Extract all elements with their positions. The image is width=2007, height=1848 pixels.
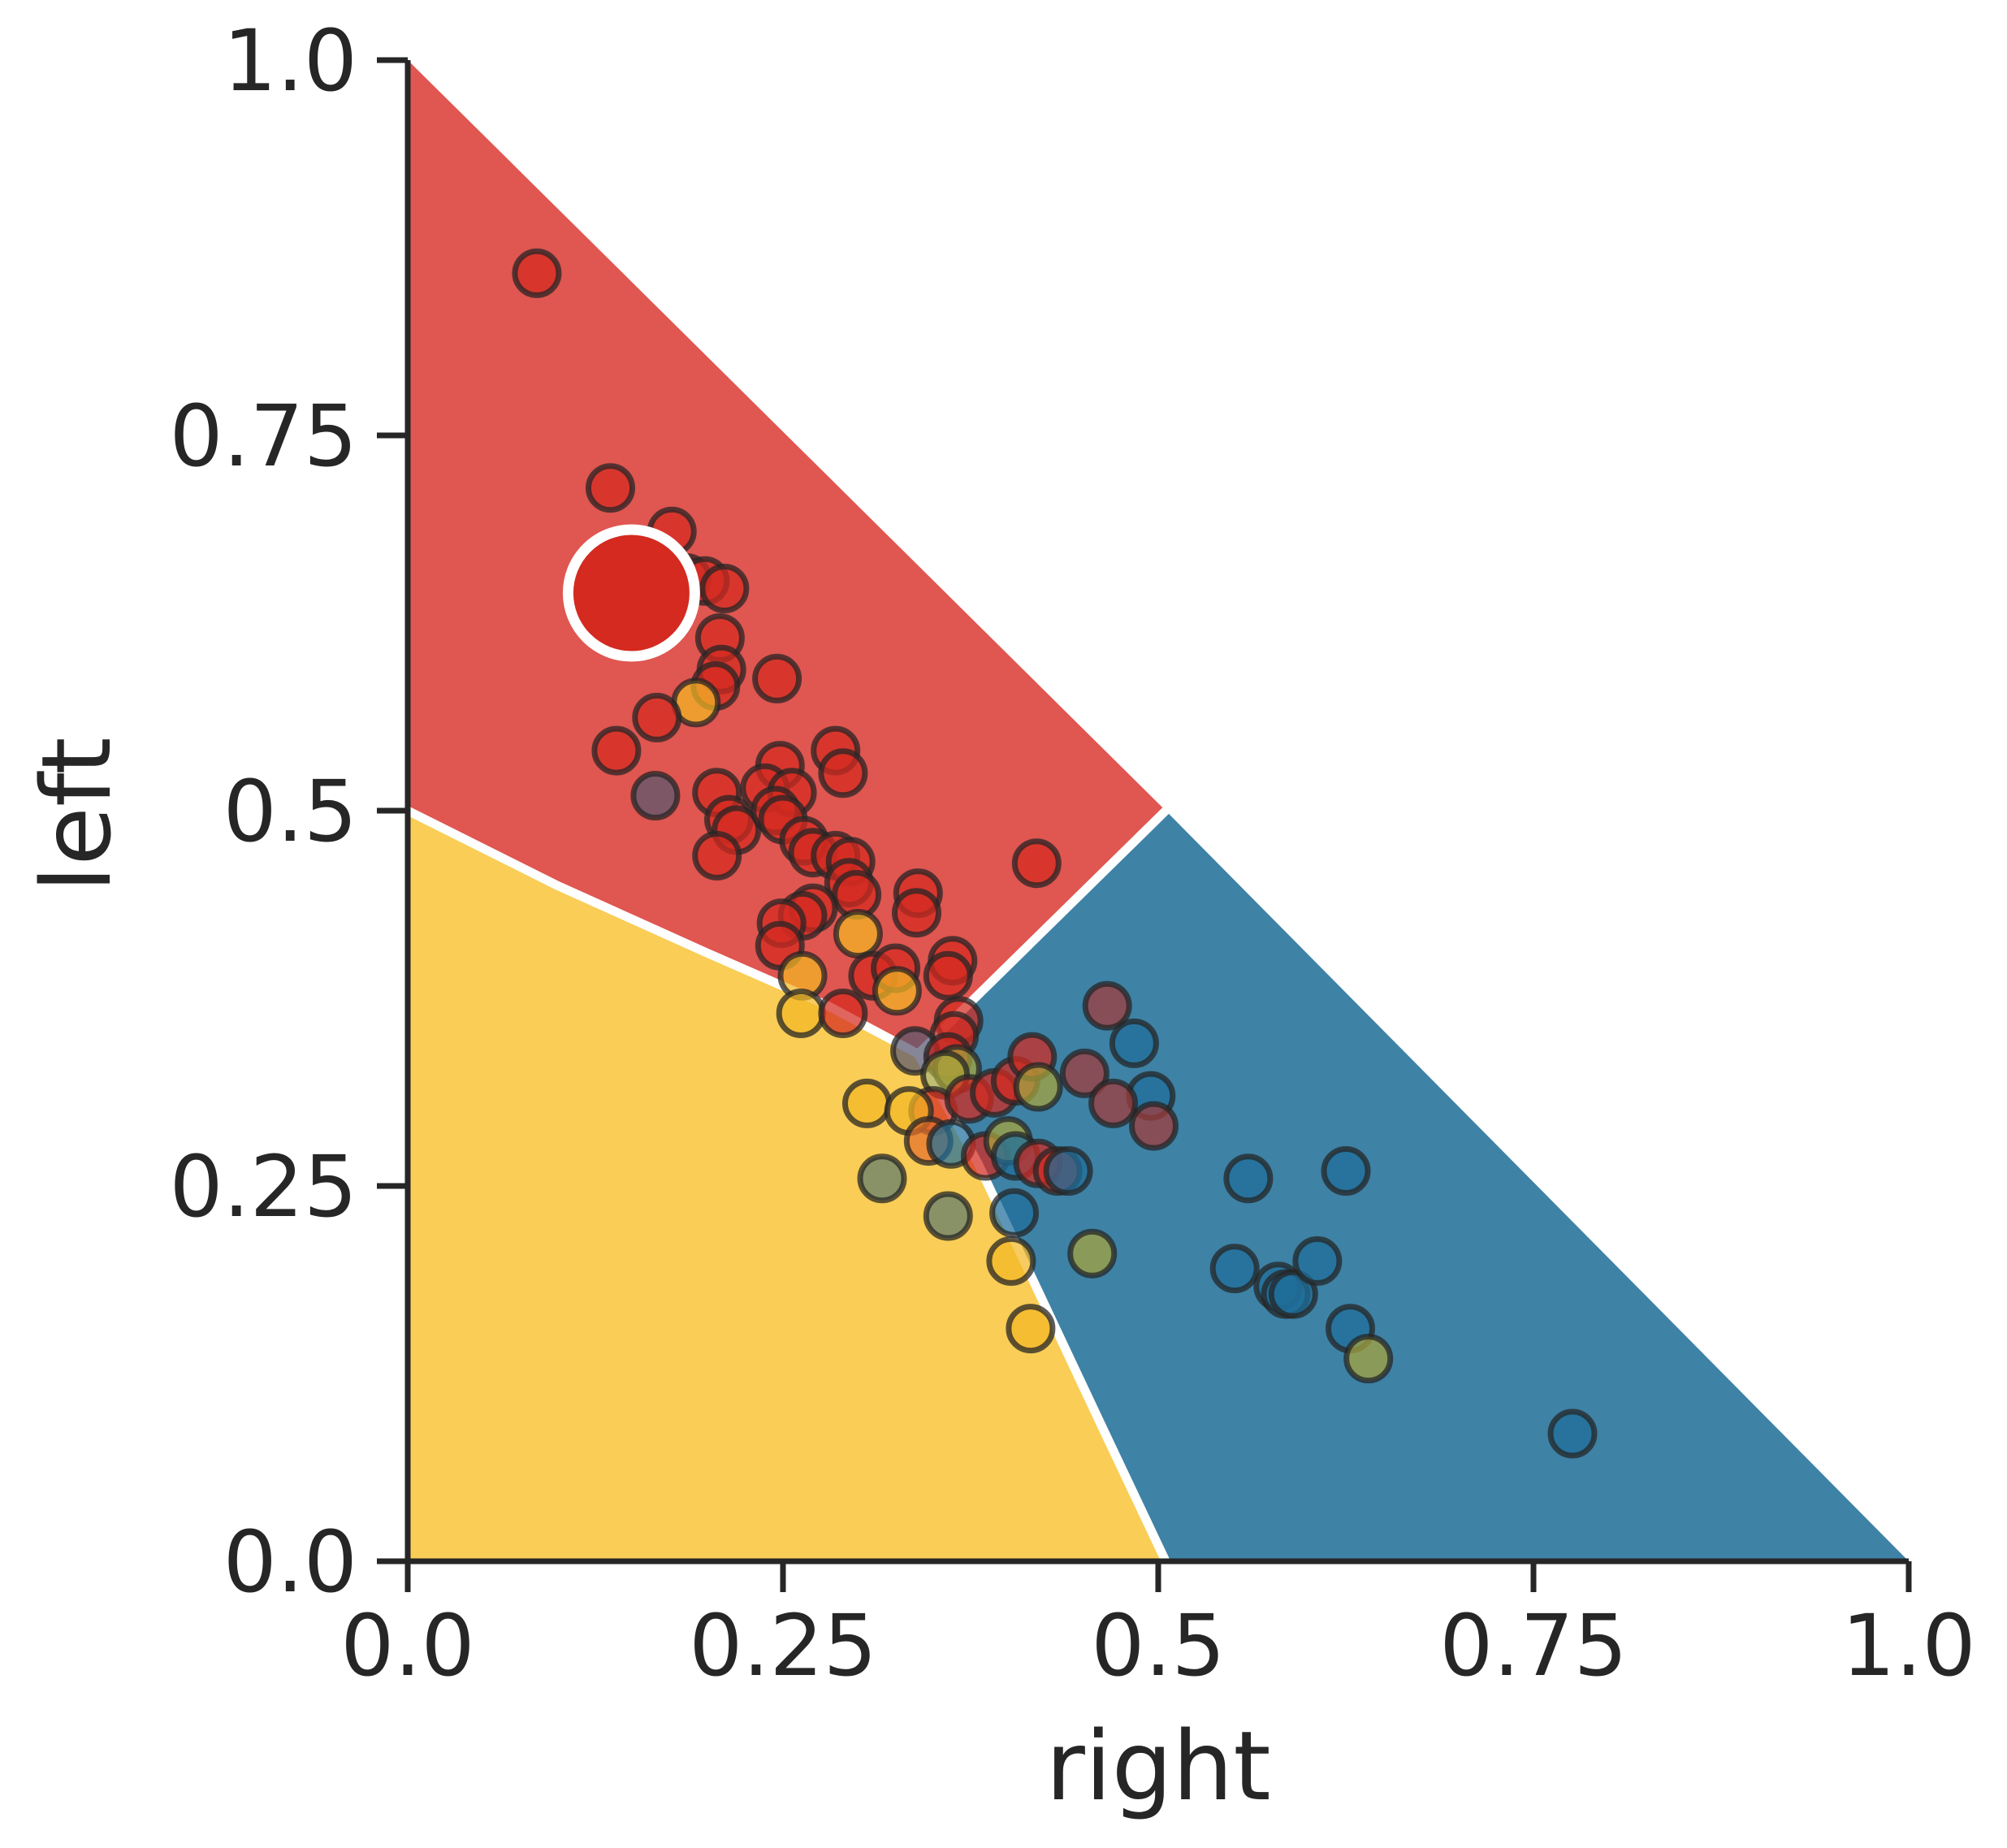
axes-layer: 0.0 0.25 0.5 0.75 1.0 0.0 0.25 0.5 0.75 1.0 [169,11,1975,1695]
data-point [591,725,642,776]
y-axis-title: left [20,737,132,892]
data-point [630,771,681,820]
data-point [818,989,868,1038]
data-point [1343,1334,1394,1383]
data-point [752,653,802,703]
data-point [586,463,635,513]
y-tick-label: 0.75 [169,387,357,486]
data-point [1011,838,1062,889]
data-point [857,1153,907,1204]
data-point [1088,1078,1139,1128]
region-left [408,60,1166,1054]
data-point [692,830,742,881]
y-tick-label: 0.5 [223,762,357,861]
data-point [776,989,826,1038]
x-tick-label: 0.0 [340,1596,474,1695]
data-point [512,248,562,298]
data-point [1547,1409,1598,1459]
data-point [818,748,868,798]
region-right [918,811,1909,1561]
data-point [1109,1018,1159,1068]
points-layer [512,248,1598,1459]
data-point [1129,1101,1179,1151]
region-layer [408,60,1909,1561]
data-point [986,1236,1036,1286]
data-point [923,1191,973,1241]
data-point [1292,1236,1343,1286]
data-point [833,909,883,959]
y-tick-label: 0.25 [169,1137,357,1236]
x-tick-label: 0.25 [689,1596,877,1695]
x-axis-title: right [1045,1710,1270,1822]
x-tick-label: 0.75 [1439,1596,1628,1695]
data-point [1082,980,1132,1031]
data-point [699,564,750,613]
data-point [1059,1048,1109,1098]
data-point [632,692,682,742]
x-tick-label: 1.0 [1841,1596,1975,1695]
data-point [842,1078,892,1128]
data-point [1223,1153,1274,1204]
data-point [1268,1269,1318,1319]
data-point [923,950,973,1001]
data-point [1209,1244,1260,1294]
data-point [872,966,922,1016]
data-point [1043,1146,1093,1196]
x-tick-label: 0.5 [1091,1596,1225,1695]
region-mid [408,811,1166,1561]
highlight-point [562,524,700,662]
data-point [892,888,941,938]
data-point [1013,1062,1063,1112]
data-point [1321,1146,1371,1196]
y-tick-label: 1.0 [223,11,357,110]
data-point [1006,1304,1056,1354]
y-tick-label: 0.0 [223,1513,357,1612]
data-point [989,1188,1040,1238]
data-point [1067,1228,1118,1279]
